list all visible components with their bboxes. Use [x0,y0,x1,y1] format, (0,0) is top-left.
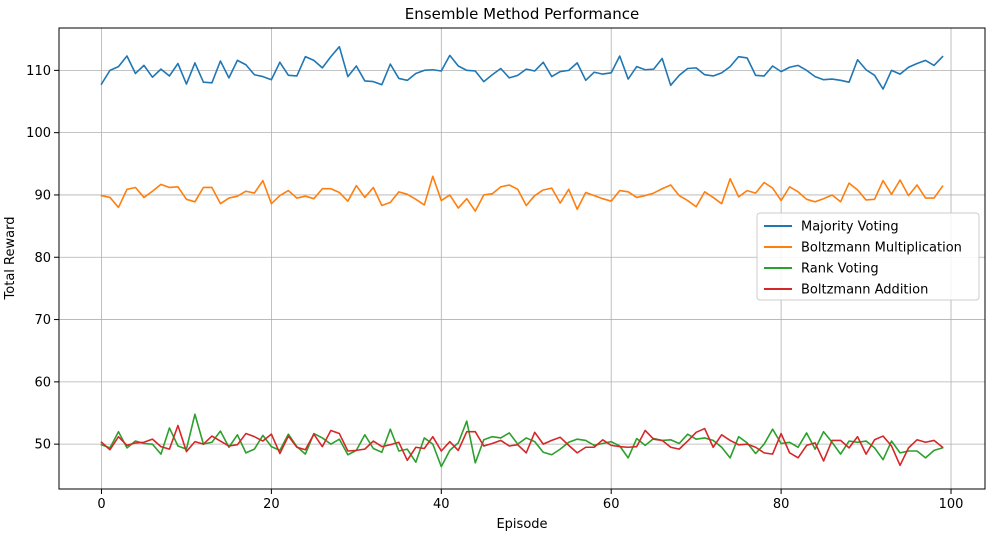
legend-box [756,212,980,301]
series-line-4 [100,424,944,467]
plot-frame [58,27,986,490]
legend-label-1: Majority Voting [801,220,899,235]
x-tick-label: 100 [939,497,964,512]
series-line-2 [100,175,944,212]
chart-title: Ensemble Method Performance [405,5,639,23]
series-layer [100,45,944,468]
y-tick-label: 50 [34,438,51,453]
x-tick-label: 60 [603,497,620,512]
y-axis-label: Total Reward [3,217,18,301]
y-tick-label: 80 [34,251,51,266]
y-tick-label: 70 [34,313,51,328]
legend: Majority Voting Boltzmann Multiplication R… [756,212,980,301]
x-tick-label: 0 [97,497,105,512]
x-axis-label: Episode [496,517,547,532]
legend-label-4: Boltzmann Addition [801,283,928,298]
x-tick-label: 40 [433,497,450,512]
y-tick-label: 100 [26,126,51,141]
x-tick-label: 80 [773,497,790,512]
ticks: 0 20 40 60 80 100 50 60 70 80 90 100 110 [26,64,963,512]
legend-label-3: Rank Voting [801,262,879,277]
series-line-3 [100,413,944,468]
series-line-1 [100,45,944,90]
x-tick-label: 20 [263,497,280,512]
y-tick-label: 60 [34,375,51,390]
y-tick-label: 90 [34,188,51,203]
y-tick-label: 110 [26,64,51,79]
legend-label-2: Boltzmann Multiplication [801,241,962,256]
